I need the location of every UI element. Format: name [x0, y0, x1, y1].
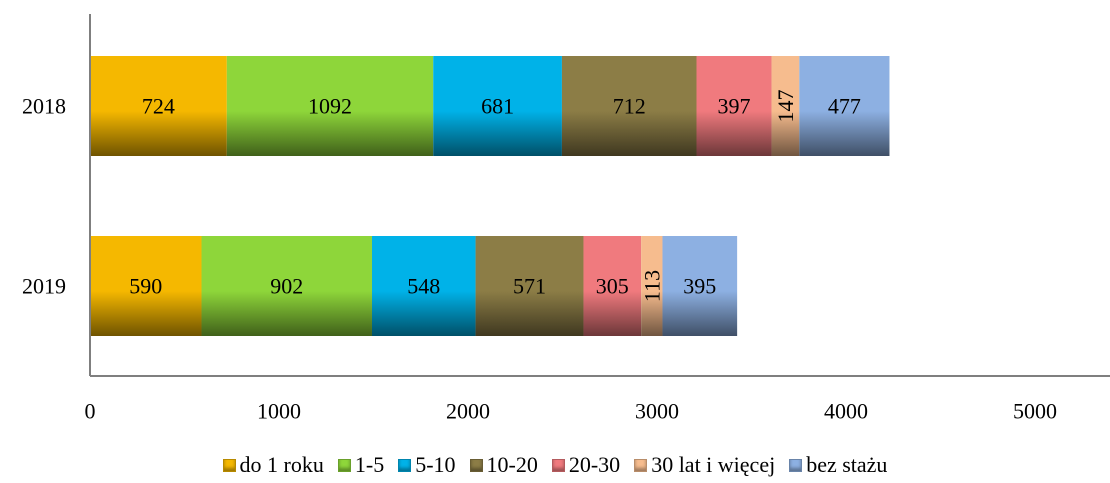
- bar-2018-10-20: [561, 56, 697, 156]
- bar-2019-5-10: [371, 236, 476, 336]
- data-label-2018-30-lat-i-więcej: 147: [773, 90, 798, 123]
- legend-label: 30 lat i więcej: [651, 452, 776, 477]
- bar-2018-bez-stażu: [799, 56, 890, 156]
- data-label-2019-1-5: 902: [270, 274, 303, 299]
- legend-swatch: [398, 458, 412, 472]
- category-label-2018: 2018: [22, 94, 66, 119]
- legend-label: 20-30: [568, 452, 621, 477]
- data-label-2019-bez-stażu: 395: [683, 274, 716, 299]
- legend-swatch: [222, 458, 236, 472]
- legend-item-1-5: 1-5: [337, 452, 385, 478]
- legend-label: 5-10: [415, 452, 456, 477]
- x-tick-label-3000: 3000: [635, 399, 679, 424]
- bar-2019-do-1-roku: [90, 236, 202, 336]
- data-label-2019-5-10: 548: [407, 274, 440, 299]
- data-label-2018-do-1-roku: 724: [142, 94, 175, 119]
- legend-swatch: [337, 458, 351, 472]
- data-label-2018-1-5: 1092: [308, 94, 352, 119]
- data-label-2018-10-20: 712: [613, 94, 646, 119]
- legend-item-20-30: 20-30: [551, 452, 621, 478]
- data-label-2019-20-30: 305: [596, 274, 629, 299]
- data-label-2018-20-30: 397: [718, 94, 751, 119]
- data-label-2018-5-10: 681: [481, 94, 514, 119]
- bar-2018-5-10: [433, 56, 562, 156]
- bar-2019-30-lat-i-więcej: [641, 236, 663, 336]
- bar-2019-1-5: [201, 236, 372, 336]
- legend-item-5-10: 5-10: [398, 452, 456, 478]
- bar-2018-20-30: [696, 56, 772, 156]
- x-tick-label-4000: 4000: [824, 399, 868, 424]
- legend-swatch: [789, 458, 803, 472]
- data-label-2019-do-1-roku: 590: [129, 274, 162, 299]
- data-label-2018-bez-stażu: 477: [828, 94, 861, 119]
- data-label-2019-30-lat-i-więcej: 113: [639, 270, 664, 302]
- x-tick-label-5000: 5000: [1013, 399, 1057, 424]
- legend-label: 10-20: [486, 452, 538, 477]
- bar-2018-do-1-roku: [90, 56, 227, 156]
- bar-2019-bez-stażu: [662, 236, 738, 336]
- legend-item-bez-stażu: bez stażu: [789, 452, 887, 478]
- axes-layer: 2018 2019 0 1000 2000 3000 4000 5000: [22, 14, 1110, 424]
- category-label-2019: 2019: [22, 274, 66, 299]
- legend-label: do 1 roku: [239, 452, 324, 477]
- bar-2019-20-30: [583, 236, 642, 336]
- bar-2019-10-20: [475, 236, 584, 336]
- bar-2018-30-lat-i-więcej: [771, 56, 800, 156]
- stacked-bar-chart: 724 1092 681 712 397 147 477 590 902 548 571 305 113…: [22, 14, 1110, 424]
- bar-2018-1-5: [226, 56, 434, 156]
- legend-item-30-lat-i-więcej: 30 lat i więcej: [634, 452, 775, 478]
- legend-label: 1-5: [354, 452, 385, 477]
- legend-swatch: [551, 458, 565, 472]
- x-tick-label-1000: 1000: [257, 399, 301, 424]
- bars-layer: 724 1092 681 712 397 147 477 590 902 548 571 305 113…: [90, 56, 890, 336]
- legend-swatch: [634, 458, 648, 472]
- legend-item-do-1-roku: do 1 roku: [222, 452, 324, 478]
- x-tick-label-2000: 2000: [446, 399, 490, 424]
- legend-item-10-20: 10-20: [469, 452, 538, 478]
- data-label-2019-10-20: 571: [513, 274, 546, 299]
- x-tick-label-0: 0: [85, 399, 96, 424]
- legend-label: bez stażu: [806, 452, 888, 477]
- legend-swatch: [469, 458, 483, 472]
- legend: do 1 roku 1-5 5-10 10-20 20-30 30 lat i więce…: [0, 452, 1110, 478]
